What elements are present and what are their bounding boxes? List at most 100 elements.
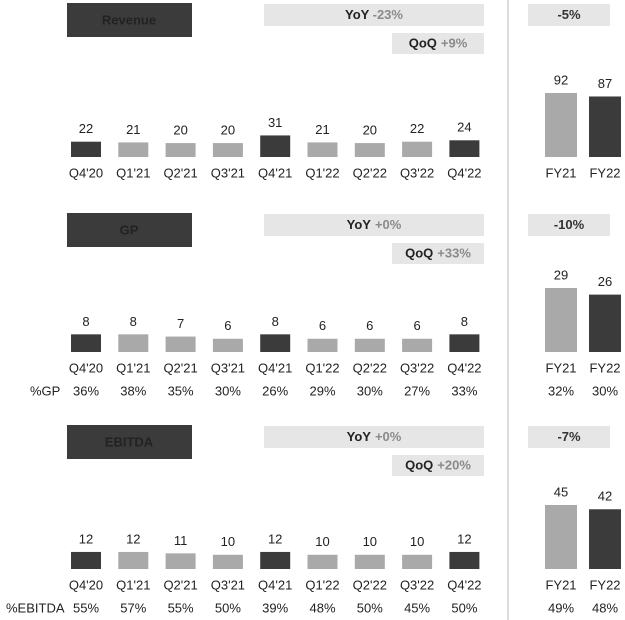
yoy-part: YoY xyxy=(347,217,372,232)
bar xyxy=(449,551,480,569)
margin-value: 30% xyxy=(357,383,383,398)
bar xyxy=(212,554,243,569)
bar xyxy=(589,96,621,157)
category-label: Q4'21 xyxy=(258,577,292,592)
qoq-box xyxy=(392,455,484,476)
value-label: 8 xyxy=(272,314,279,329)
bar xyxy=(402,554,433,569)
category-label: Q3'22 xyxy=(400,165,434,180)
margin-value: 50% xyxy=(215,600,241,615)
category-label: Q1'22 xyxy=(305,360,339,375)
margin-value: 57% xyxy=(120,600,146,615)
category-label: Q2'22 xyxy=(353,165,387,180)
category-label: Q2'22 xyxy=(353,360,387,375)
bar xyxy=(165,553,196,569)
bar xyxy=(165,143,196,157)
category-label: Q4'21 xyxy=(258,360,292,375)
value-label: 87 xyxy=(598,76,612,91)
category-label: Q4'22 xyxy=(447,165,481,180)
bar xyxy=(354,338,385,352)
margin-value: 30% xyxy=(592,383,618,398)
bar xyxy=(260,135,291,157)
bar xyxy=(307,142,338,157)
bar xyxy=(354,143,385,157)
category-label: FY22 xyxy=(589,360,620,375)
value-label: 22 xyxy=(79,121,93,136)
value-label: 45 xyxy=(554,484,568,499)
value-label: 22 xyxy=(410,121,424,136)
fy-change: -10% xyxy=(554,217,585,232)
value-label: 29 xyxy=(554,267,568,282)
category-label: FY21 xyxy=(545,360,576,375)
margin-value: 50% xyxy=(357,600,383,615)
yoy-part: +0% xyxy=(375,217,402,232)
fy-change-part: -7% xyxy=(557,429,581,444)
category-label: Q3'22 xyxy=(400,360,434,375)
margin-value: 36% xyxy=(73,383,99,398)
qoq: QoQ +9% xyxy=(409,36,468,51)
category-label: FY21 xyxy=(545,165,576,180)
category-label: Q2'21 xyxy=(163,360,197,375)
value-label: 6 xyxy=(319,318,326,333)
yoy: YoY -23% xyxy=(345,7,403,22)
fy-change-part: -5% xyxy=(557,7,581,22)
yoy: YoY +0% xyxy=(347,217,402,232)
bar xyxy=(449,334,480,352)
value-label: 12 xyxy=(457,531,471,546)
qoq-part: QoQ xyxy=(405,246,433,261)
bar xyxy=(118,142,149,157)
bar xyxy=(402,141,433,157)
category-label: Q3'22 xyxy=(400,577,434,592)
category-label: Q4'20 xyxy=(69,360,103,375)
value-label: 21 xyxy=(126,122,140,137)
bar xyxy=(354,554,385,569)
value-label: 8 xyxy=(82,314,89,329)
yoy-box xyxy=(264,426,484,448)
yoy-part: -23% xyxy=(373,7,404,22)
margin-value: 39% xyxy=(262,600,288,615)
category-label: Q4'20 xyxy=(69,165,103,180)
margin-value: 55% xyxy=(168,600,194,615)
yoy: YoY +0% xyxy=(347,429,402,444)
category-label: Q4'22 xyxy=(447,577,481,592)
value-label: 12 xyxy=(79,531,93,546)
value-label: 10 xyxy=(363,534,377,549)
fy-change: -7% xyxy=(557,429,581,444)
value-label: 24 xyxy=(457,120,471,135)
margin-label: %EBITDA xyxy=(6,600,65,615)
yoy-box xyxy=(264,4,484,26)
margin-value: 45% xyxy=(404,600,430,615)
bar xyxy=(307,554,338,569)
bar xyxy=(118,551,149,569)
title-box xyxy=(67,425,192,459)
category-label: Q2'21 xyxy=(163,577,197,592)
category-label: Q3'21 xyxy=(211,360,245,375)
margin-value: 30% xyxy=(215,383,241,398)
fy-change-box xyxy=(528,4,610,26)
margin-value: 27% xyxy=(404,383,430,398)
value-label: 7 xyxy=(177,316,184,331)
category-label: Q4'22 xyxy=(447,360,481,375)
fy-change-part: -10% xyxy=(554,217,585,232)
value-label: 12 xyxy=(268,531,282,546)
value-label: 6 xyxy=(366,318,373,333)
value-label: 20 xyxy=(173,123,187,138)
bar xyxy=(589,294,621,352)
bar xyxy=(71,141,101,157)
category-label: Q4'20 xyxy=(69,577,103,592)
bar xyxy=(589,509,621,569)
margin-value: 29% xyxy=(309,383,335,398)
margin-value: 48% xyxy=(309,600,335,615)
fy-change-box xyxy=(528,214,610,236)
value-label: 42 xyxy=(598,489,612,504)
bar xyxy=(118,334,149,352)
qoq-part: QoQ xyxy=(409,36,437,51)
category-label: Q1'21 xyxy=(116,165,150,180)
category-label: FY21 xyxy=(545,577,576,592)
yoy-part: YoY xyxy=(345,7,370,22)
category-label: Q2'22 xyxy=(353,577,387,592)
value-label: 8 xyxy=(461,314,468,329)
qoq-box xyxy=(392,243,484,264)
bar xyxy=(71,334,101,352)
value-label: 21 xyxy=(315,122,329,137)
